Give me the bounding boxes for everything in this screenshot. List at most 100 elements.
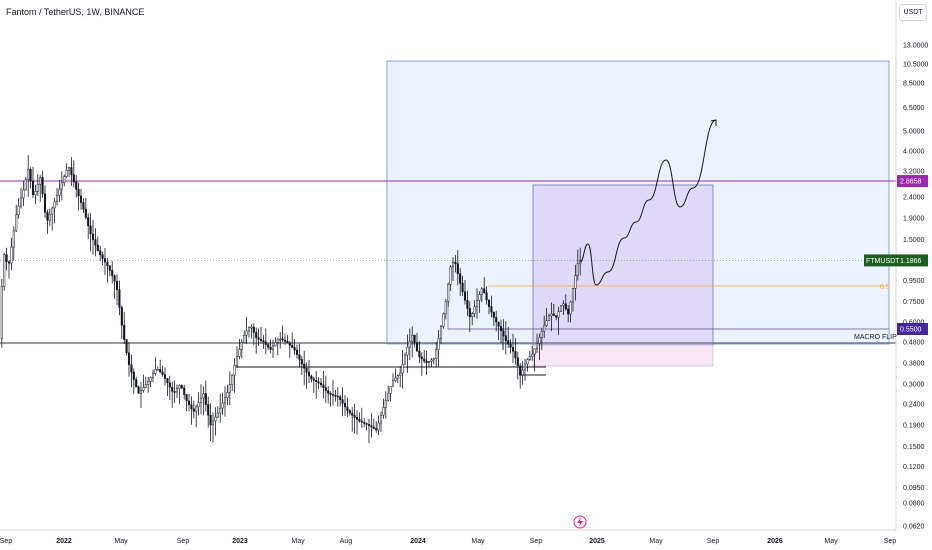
- candle: [135, 376, 138, 388]
- candle-body: [7, 261, 11, 264]
- candle: [343, 395, 347, 416]
- candle-body: [535, 342, 539, 350]
- candle: [466, 290, 469, 316]
- candle-body: [34, 191, 37, 195]
- candle: [204, 380, 207, 412]
- candle-body: [22, 189, 25, 199]
- candle-body: [192, 408, 195, 412]
- candle-body: [67, 167, 71, 171]
- candle-body: [159, 369, 162, 373]
- candle-body: [439, 326, 443, 339]
- candle-body: [27, 168, 30, 180]
- price-tick-label: 2.4000: [903, 195, 925, 202]
- candle: [250, 324, 253, 339]
- candle-body: [339, 396, 342, 400]
- candle-body: [382, 407, 385, 416]
- price-tick-label: 1.5000: [903, 237, 925, 244]
- candle-body: [250, 326, 253, 329]
- candle: [185, 394, 188, 412]
- candle: [415, 333, 419, 353]
- candle: [507, 326, 510, 348]
- candle-body: [303, 363, 306, 369]
- candle: [226, 384, 229, 406]
- macro-flip-label: MACRO FLIP: [854, 334, 897, 341]
- candle: [211, 412, 215, 443]
- candle: [271, 339, 275, 359]
- accumulation-zone-box: [532, 184, 714, 346]
- candle-body: [96, 244, 99, 252]
- candle: [53, 197, 56, 224]
- candle-body: [77, 188, 80, 197]
- candle: [223, 386, 227, 417]
- price-tick-label: 13.0000: [903, 43, 928, 50]
- candle-body: [351, 412, 354, 416]
- candle-body: [51, 207, 54, 215]
- candle: [183, 384, 186, 400]
- candle-body: [331, 394, 335, 396]
- candle-body: [286, 340, 289, 344]
- candle: [238, 339, 241, 360]
- candle: [543, 315, 546, 339]
- candle-body: [214, 416, 217, 422]
- candle-body: [274, 342, 277, 347]
- candle: [319, 378, 323, 388]
- candle-body: [485, 292, 488, 301]
- candle: [79, 188, 83, 210]
- candle: [353, 403, 356, 434]
- time-tick-label: May: [649, 538, 663, 545]
- candle: [82, 198, 85, 213]
- candle: [22, 181, 25, 207]
- candle: [180, 384, 183, 390]
- candle: [437, 330, 440, 367]
- candle-body: [29, 168, 32, 182]
- candle: [377, 415, 380, 436]
- candle: [365, 422, 368, 431]
- candle-body: [233, 365, 236, 376]
- time-axis: Sep 2022 May Sep 2023 May Aug 2024 May Sep 2025 May…: [0, 515, 896, 545]
- candle-body: [375, 428, 378, 431]
- candle-body: [0, 286, 3, 339]
- candle: [483, 277, 486, 294]
- candle: [29, 167, 32, 189]
- candle-body: [219, 407, 222, 414]
- candle-body: [447, 283, 450, 302]
- candle-body: [243, 334, 246, 343]
- candle: [555, 315, 558, 321]
- candle: [379, 411, 383, 432]
- candle: [156, 366, 159, 371]
- candle-body: [115, 280, 119, 290]
- candle: [411, 326, 414, 358]
- candle: [567, 304, 570, 323]
- candle-body: [435, 349, 438, 359]
- candle-body: [343, 403, 347, 408]
- candle-body: [70, 167, 73, 175]
- candle: [166, 378, 169, 396]
- candle: [492, 311, 495, 326]
- candle: [113, 274, 116, 299]
- candle: [463, 279, 467, 305]
- currency-selector[interactable]: USDT: [899, 4, 927, 21]
- candle-body: [307, 371, 311, 377]
- candle: [137, 385, 140, 394]
- candle-body: [516, 357, 519, 367]
- candle-body: [562, 303, 565, 306]
- candle-body: [569, 301, 572, 315]
- candle-body: [399, 372, 402, 376]
- candle: [516, 351, 519, 380]
- candle: [118, 280, 121, 316]
- candle-body: [207, 404, 210, 416]
- candle: [468, 301, 471, 332]
- candle: [564, 294, 567, 311]
- candle: [487, 299, 491, 315]
- candle: [310, 374, 313, 383]
- candle-body: [451, 261, 455, 268]
- candle-body: [255, 332, 258, 338]
- candle: [108, 265, 111, 277]
- candle-body: [190, 404, 193, 410]
- candle-body: [499, 326, 503, 332]
- support-zone-box: [532, 344, 714, 367]
- candle-body: [75, 181, 78, 190]
- candle: [559, 305, 563, 312]
- candle-body: [432, 358, 435, 361]
